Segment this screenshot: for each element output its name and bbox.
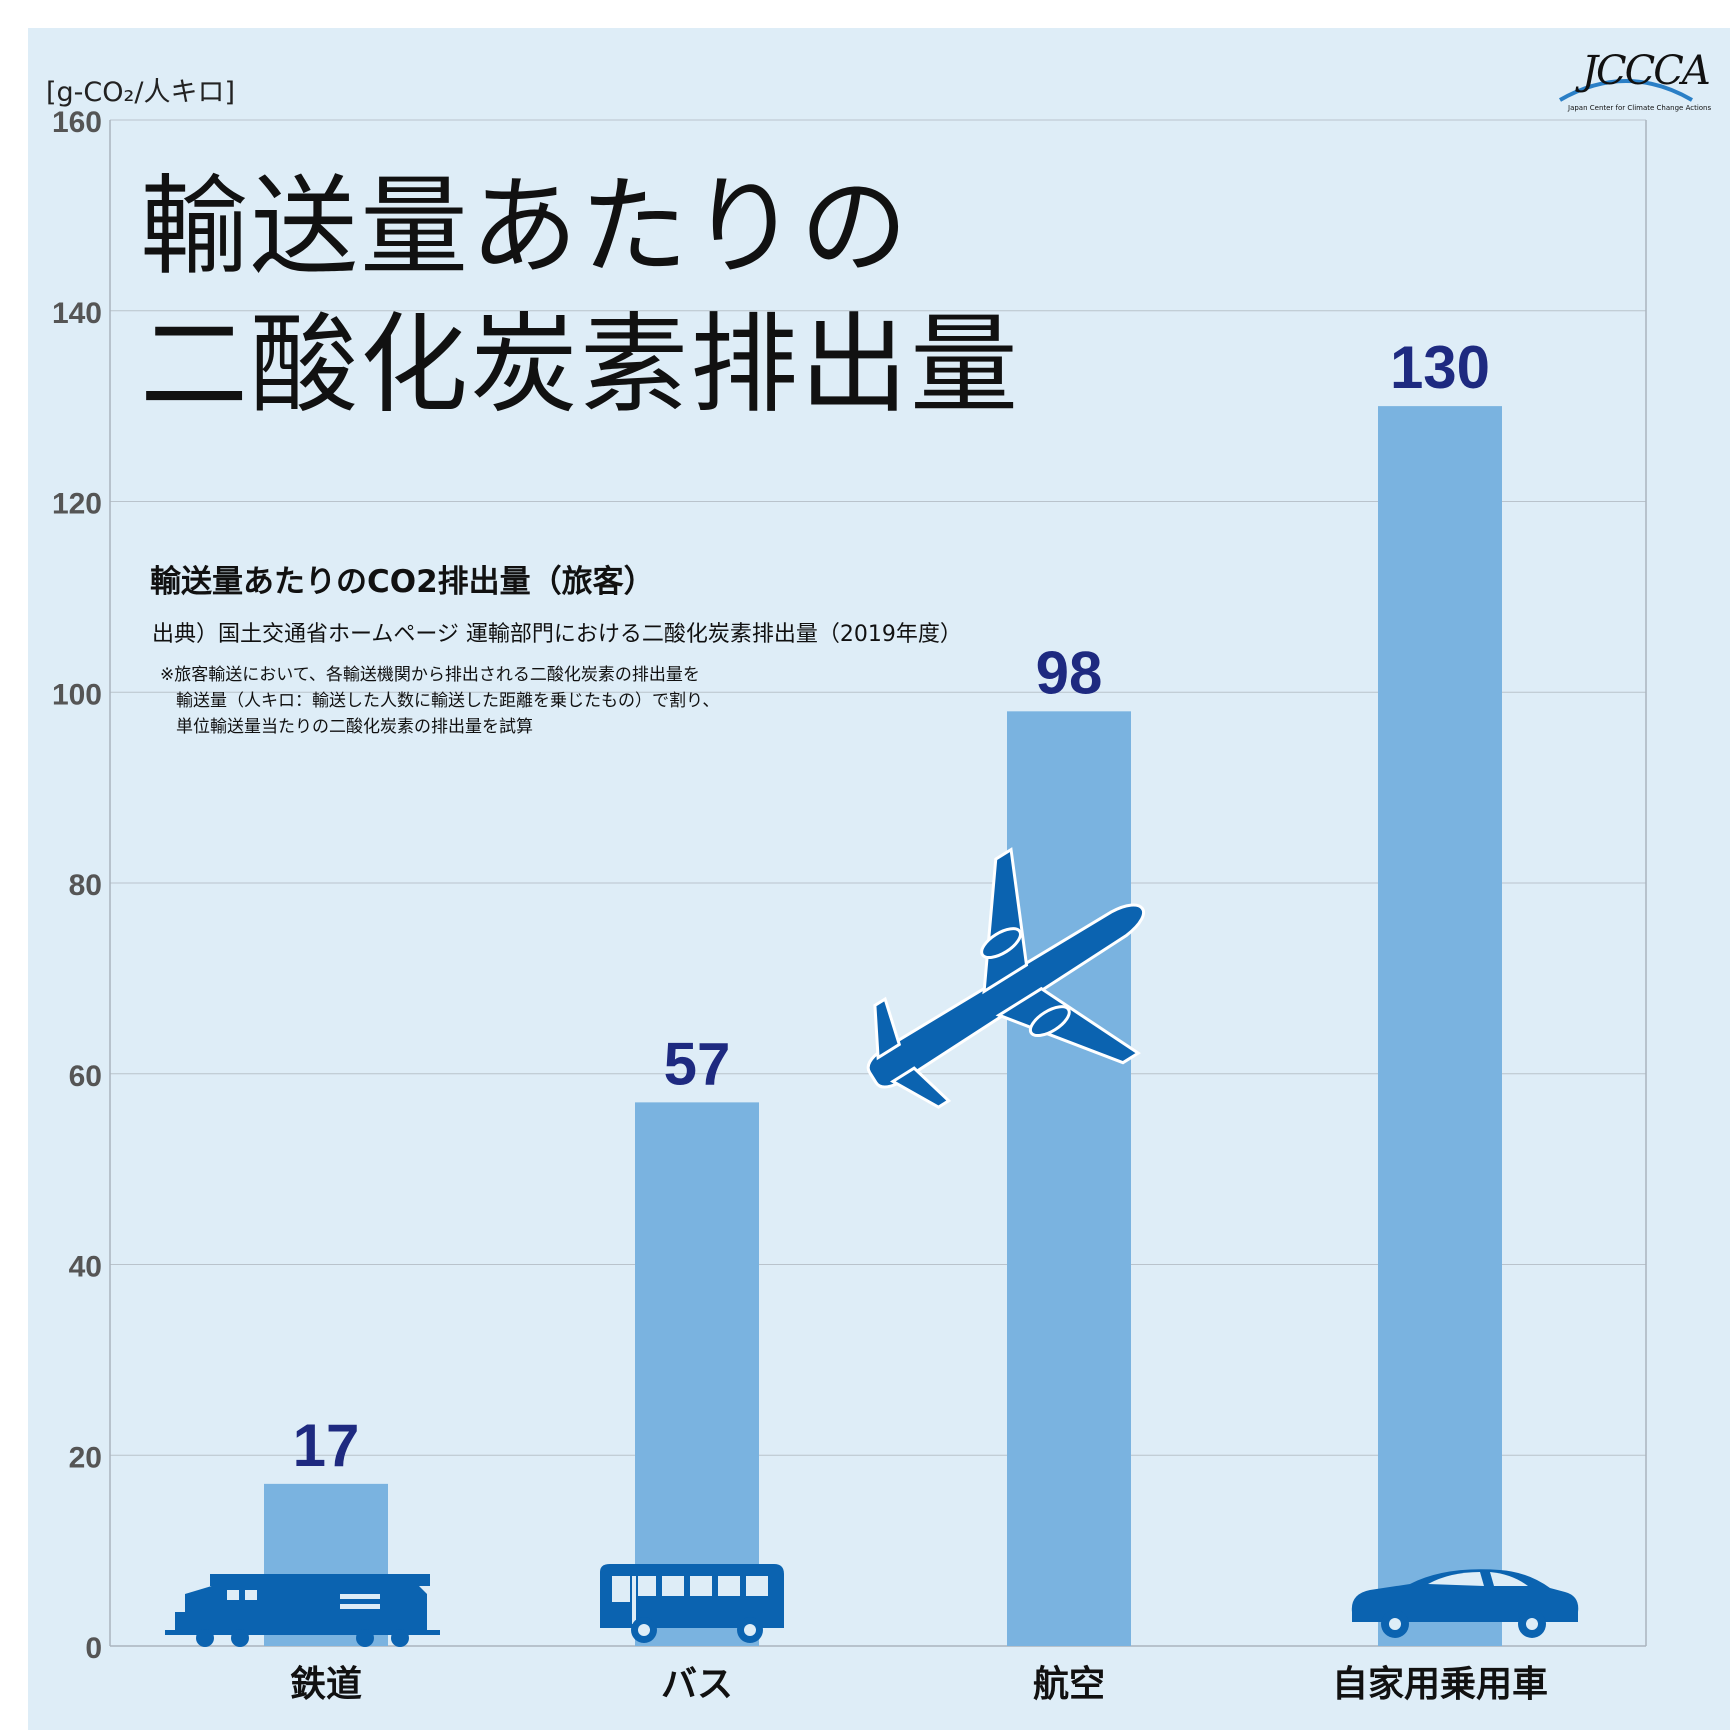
category-labels: 鉄道 バス 航空 自家用乗用車 [290, 1663, 1548, 1705]
value-label: 130 [1390, 334, 1490, 401]
footnote-line2: 輸送量（人キロ：輸送した人数に輸送した距離を乗じたもの）で割り、 [176, 691, 720, 711]
category-label: バス [661, 1664, 733, 1705]
value-label: 57 [664, 1030, 731, 1097]
y-tick-label: 40 [69, 1251, 102, 1284]
y-tick-label: 140 [52, 297, 102, 330]
page-title-line2: 二酸化炭素排出量 [140, 303, 1021, 428]
logo-subtext: Japan Center for Climate Change Actions [1568, 104, 1712, 112]
car-icon [1351, 1569, 1579, 1638]
y-tick-label: 120 [52, 488, 102, 521]
logo-text: JCCCA [1582, 48, 1711, 94]
y-axis-unit: [g-CO₂/人キロ] [46, 77, 235, 108]
value-label: 17 [293, 1412, 360, 1479]
logo-arc-icon [1559, 79, 1693, 102]
bar [1007, 711, 1131, 1646]
y-axis-ticks: 0 20 40 60 80 100 120 140 160 [52, 106, 102, 1665]
grid-lines [109, 119, 1647, 1647]
train-icon [165, 1574, 440, 1647]
source-note: 出典）国土交通省ホームページ 運輸部門における二酸化炭素排出量（2019年度） [152, 622, 962, 647]
bus-icon [600, 1564, 784, 1643]
y-tick-label: 80 [69, 869, 102, 902]
y-tick-label: 100 [52, 678, 102, 711]
value-labels: 17 57 98 130 [293, 334, 1490, 1479]
footnote-line3: 単位輸送量当たりの二酸化炭素の排出量を試算 [176, 717, 533, 737]
y-tick-label: 60 [69, 1060, 102, 1093]
bar [1378, 406, 1502, 1646]
bar [635, 1102, 759, 1646]
bars [264, 406, 1502, 1646]
category-label: 航空 [1033, 1663, 1105, 1705]
value-label: 98 [1036, 639, 1103, 706]
footnote-line1: ※旅客輸送において、各輸送機関から排出される二酸化炭素の排出量を [160, 665, 700, 685]
y-tick-label: 20 [69, 1441, 102, 1474]
category-label: 自家用乗用車 [1332, 1664, 1548, 1705]
airplane-icon [866, 847, 1145, 1109]
page-title-line1: 輸送量あたりの [140, 165, 911, 290]
chart-subtitle: 輸送量あたりのCO2排出量（旅客） [150, 564, 655, 600]
vehicle-icons [165, 847, 1579, 1647]
y-tick-label: 160 [52, 106, 102, 139]
jccca-logo: JCCCA Japan Center for Climate Change Ac… [1556, 48, 1711, 118]
y-tick-label: 0 [85, 1632, 102, 1665]
category-label: 鉄道 [290, 1664, 362, 1705]
